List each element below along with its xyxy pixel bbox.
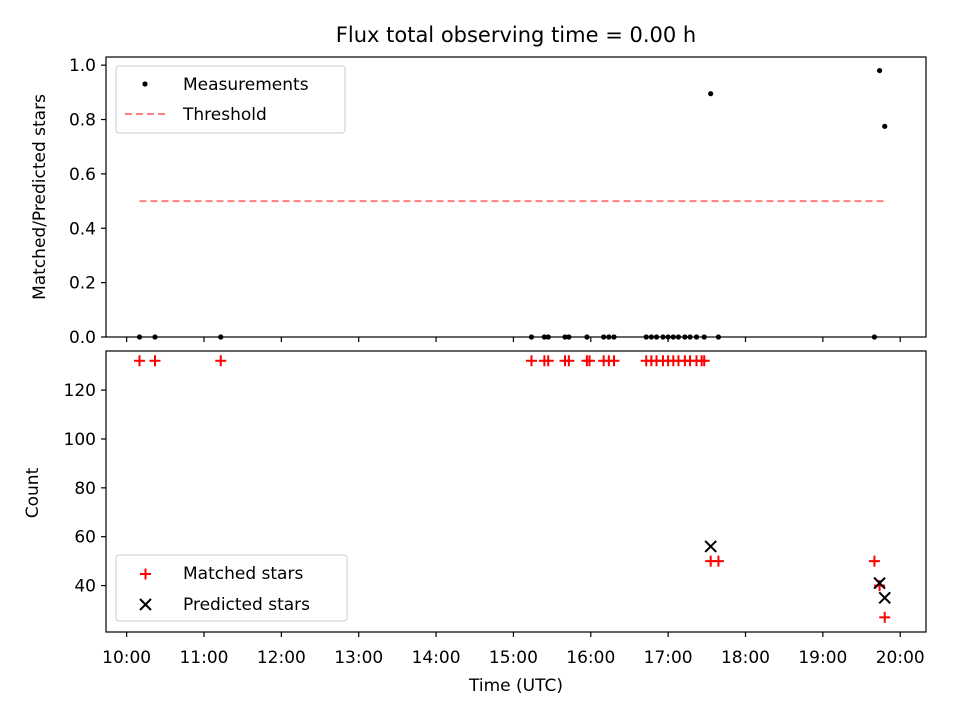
matched-star-point xyxy=(215,355,227,367)
legend-threshold-label: Threshold xyxy=(182,105,267,125)
measurement-point xyxy=(876,67,883,74)
matched-star-point xyxy=(583,355,595,367)
predicted-star-point xyxy=(704,540,717,553)
x-tick-label: 14:00 xyxy=(412,648,461,668)
x-axis-label: Time (UTC) xyxy=(468,676,563,696)
top-y-tick-label: 0.6 xyxy=(69,165,96,185)
top-y-axis-label: Matched/Predicted stars xyxy=(30,94,50,300)
x-tick-label: 17:00 xyxy=(644,648,693,668)
legend-measurements-marker xyxy=(142,81,148,87)
x-tick-label: 20:00 xyxy=(876,648,925,668)
top-y-tick-label: 1.0 xyxy=(69,56,96,76)
x-tick-label: 18:00 xyxy=(721,648,770,668)
predicted-star-point xyxy=(873,576,886,590)
top-y-tick-label: 0.0 xyxy=(69,328,96,348)
bottom-y-tick-label: 80 xyxy=(74,479,96,499)
matched-star-point xyxy=(563,355,575,367)
top-panel: 0.0 0.2 0.4 0.6 0.8 1.0 Matched/Predicted sta… xyxy=(30,56,927,348)
chart-title: Flux total observing time = 0.00 h xyxy=(336,23,696,47)
x-tick-label: 19:00 xyxy=(798,648,847,668)
x-tick-label: 16:00 xyxy=(566,648,615,668)
top-legend: Measurements Threshold xyxy=(115,65,346,134)
top-y-tick-label: 0.2 xyxy=(69,274,96,294)
bottom-y-axis-label: Count xyxy=(23,467,43,518)
bottom-panel: 40 60 80 100 120 10:00 11:00 12:00 13:00 14:00 15… xyxy=(23,350,927,696)
top-axes-frame xyxy=(105,56,927,338)
matched-star-point xyxy=(698,355,710,367)
bottom-plot-marks xyxy=(134,355,891,623)
bottom-x-ticks: 10:00 11:00 12:00 13:00 14:00 15:00 16:00 17:00… xyxy=(102,632,925,668)
bottom-legend-frame xyxy=(115,554,348,622)
matched-star-point xyxy=(149,355,161,367)
legend-predicted-label: Predicted stars xyxy=(183,595,310,615)
matched-star-point xyxy=(134,355,146,367)
bottom-y-tick-label: 60 xyxy=(74,528,96,548)
matched-star-point xyxy=(868,555,880,567)
bottom-y-tick-label: 100 xyxy=(64,430,96,450)
top-y-ticks: 0.0 0.2 0.4 0.6 0.8 1.0 xyxy=(69,56,106,348)
x-tick-label: 11:00 xyxy=(179,648,228,668)
top-y-tick-label: 0.4 xyxy=(69,219,96,239)
legend-matched-label: Matched stars xyxy=(183,564,303,584)
legend-matched-marker xyxy=(140,568,151,580)
bottom-axes-frame xyxy=(105,350,927,633)
legend-predicted-marker xyxy=(139,598,152,611)
bottom-legend: Matched stars Predicted stars xyxy=(115,554,348,622)
matched-star-point xyxy=(608,355,620,367)
top-x-ticks xyxy=(126,337,901,342)
matched-star-point xyxy=(525,355,537,367)
bottom-y-ticks: 40 60 80 100 120 xyxy=(64,381,106,597)
x-tick-label: 15:00 xyxy=(489,648,538,668)
x-tick-label: 10:00 xyxy=(102,648,151,668)
legend-measurements-label: Measurements xyxy=(183,75,309,95)
bottom-y-tick-label: 120 xyxy=(64,381,96,401)
top-y-tick-label: 0.8 xyxy=(69,111,96,131)
matched-star-point xyxy=(712,555,724,567)
x-tick-label: 12:00 xyxy=(257,648,306,668)
matched-star-point xyxy=(879,611,891,623)
measurement-point xyxy=(708,91,714,97)
measurement-point xyxy=(882,123,888,129)
x-tick-label: 13:00 xyxy=(334,648,383,668)
top-legend-frame xyxy=(115,65,346,134)
predicted-star-point xyxy=(878,591,891,604)
bottom-y-tick-label: 40 xyxy=(74,577,96,597)
matched-star-point xyxy=(542,355,554,367)
